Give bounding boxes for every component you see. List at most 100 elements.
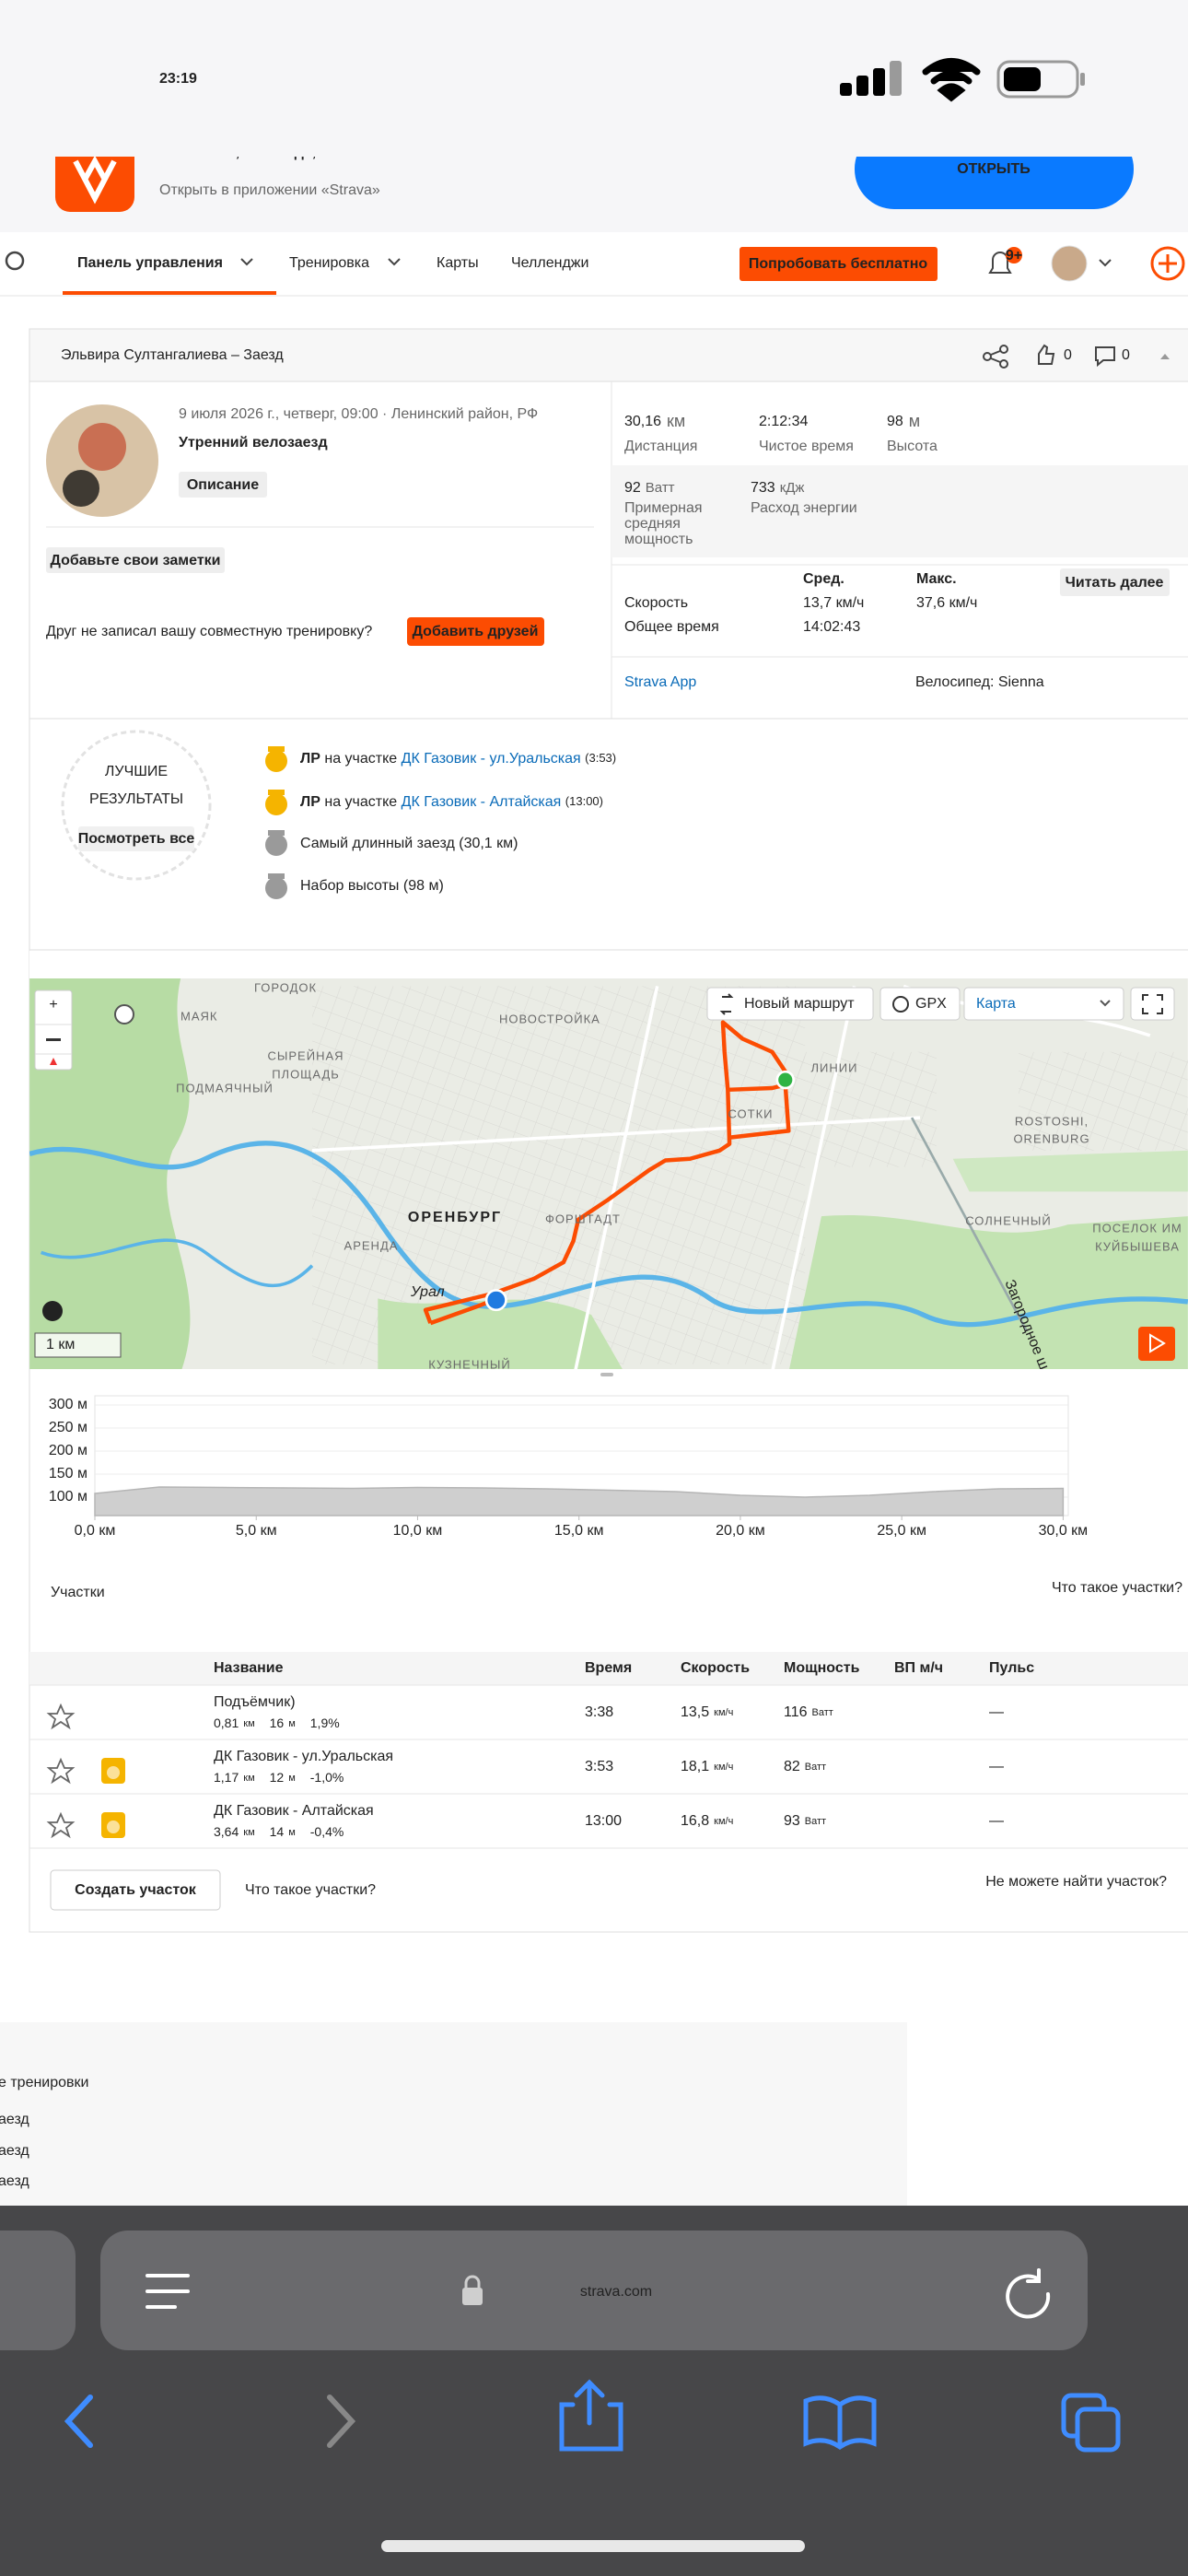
user-avatar[interactable]	[1051, 245, 1088, 282]
bookmarks-button[interactable]	[803, 2395, 877, 2451]
flyover-button[interactable]	[1138, 1327, 1175, 1361]
battery-icon	[996, 60, 1079, 99]
map-label: НОВОСТРОЙКА	[499, 1012, 600, 1025]
url[interactable]: strava.com	[580, 2284, 652, 2300]
map-label: СЫРЕЙНАЯ	[267, 1048, 344, 1062]
detail: 3,64	[214, 1824, 239, 1839]
search-icon[interactable]	[5, 251, 25, 271]
share-icon[interactable]	[983, 345, 1008, 369]
nav-item[interactable]: Тренировка	[289, 255, 369, 271]
map-label: ФОРШТАДТ	[545, 1212, 621, 1225]
stat-label: Высота	[887, 439, 938, 454]
reader-icon[interactable]	[146, 2274, 190, 2309]
device-link[interactable]: Strava App	[624, 674, 696, 690]
create-segment-label: Создать участок	[75, 1882, 197, 1898]
detail: 1,17	[214, 1770, 239, 1785]
star-button[interactable]	[46, 1811, 76, 1839]
find-segment-link[interactable]: Не можете найти участок?	[985, 1874, 1167, 1890]
segment-name[interactable]: Подъёмчик)	[214, 1694, 296, 1710]
row-label: Общее время	[624, 619, 719, 635]
text: на участке	[324, 751, 397, 767]
sidebar-item[interactable]: аезд	[0, 2143, 29, 2159]
zoom-in[interactable]: +	[49, 997, 57, 1013]
previous-tab[interactable]	[0, 2231, 76, 2350]
power-label: Примерная	[624, 500, 703, 516]
scale-label: 1 км	[46, 1337, 75, 1352]
nav-item[interactable]: Карты	[437, 255, 479, 271]
map[interactable]: ГОРОДОК МАЯК НОВОСТРОЙКА СЫРЕЙНАЯ ПЛОЩАД…	[29, 978, 1188, 1376]
comment-icon[interactable]	[1095, 346, 1115, 368]
collapse-icon[interactable]	[1160, 354, 1170, 359]
x-tick-label: 0,0 км	[75, 1523, 116, 1539]
see-all-button[interactable]	[78, 826, 194, 851]
unit: кДж	[780, 480, 805, 496]
detail: м	[288, 1773, 296, 1784]
upload-icon[interactable]	[1150, 246, 1185, 281]
achievement: ЛР на участке ДК Газовик - Алтайская (13…	[300, 794, 603, 810]
x-tick-label: 30,0 км	[1039, 1523, 1089, 1539]
map-label: ROSTOSHI,	[1015, 1114, 1089, 1128]
segment-time: 3:38	[585, 1704, 613, 1720]
sidebar-item[interactable]: аезд	[0, 2112, 29, 2127]
star-button[interactable]	[46, 1703, 76, 1730]
forward-button[interactable]	[327, 2395, 356, 2448]
share-button[interactable]	[559, 2379, 623, 2452]
segment-pulse: —	[989, 1759, 1004, 1774]
read-more-label: Читать далее	[1066, 575, 1164, 591]
detail: м	[288, 1827, 296, 1838]
value: 92	[624, 480, 641, 496]
new-route-label: Новый маршрут	[744, 996, 855, 1012]
chevron	[1100, 1000, 1111, 1007]
column-header: Название	[214, 1660, 284, 1676]
fullscreen-button[interactable]	[1130, 987, 1175, 1021]
street-view-icon[interactable]	[114, 1004, 134, 1025]
chevron	[1099, 259, 1112, 267]
nav-item[interactable]: Челленджи	[511, 255, 588, 271]
pr-icon	[265, 790, 287, 815]
segment-name[interactable]: ДК Газовик - ул.Уральская	[214, 1749, 393, 1764]
compass[interactable]	[50, 1058, 57, 1065]
back-button[interactable]	[64, 2395, 93, 2448]
resize-handle[interactable]	[600, 1373, 613, 1376]
segment-details: 3,64 км 14 м -0,4%	[214, 1824, 344, 1839]
new-route-button[interactable]	[706, 987, 874, 1021]
y-tick-label: 300 м	[49, 1397, 87, 1412]
segment-details: 1,17 км 12 м -1,0%	[214, 1770, 344, 1785]
unit: Ватт	[805, 1762, 826, 1773]
power-label: средняя	[624, 516, 681, 532]
kudos-icon[interactable]	[1038, 344, 1055, 365]
map-label: СОТКИ	[728, 1107, 773, 1120]
zoom-control[interactable]	[34, 989, 73, 1071]
energy-value: 733 кДж	[751, 480, 804, 496]
reload-icon[interactable]	[1006, 2268, 1051, 2319]
star-button[interactable]	[46, 1757, 76, 1785]
sidebar-item[interactable]: аезд	[0, 2173, 29, 2189]
lock-shackle	[464, 2275, 481, 2289]
city-label: ОРЕНБУРГ	[408, 1210, 502, 1225]
max-value: 37,6 км/ч	[916, 595, 977, 611]
description-button[interactable]	[179, 472, 267, 498]
segment-link[interactable]: ДК Газовик - ул.Уральская	[402, 751, 581, 767]
map-type-select[interactable]	[963, 987, 1124, 1021]
read-more-button[interactable]	[1060, 568, 1170, 596]
notes-button[interactable]	[46, 547, 225, 573]
segment-name[interactable]: ДК Газовик - Алтайская	[214, 1803, 374, 1819]
open-button-label: ОТКРЫТЬ	[957, 161, 1031, 177]
segments-help[interactable]: Что такое участки?	[1052, 1580, 1182, 1596]
signal-icon	[840, 61, 902, 96]
detail: (98 м)	[403, 878, 444, 894]
x-tick-label: 25,0 км	[877, 1523, 926, 1539]
info-button[interactable]	[42, 1301, 63, 1321]
x-tick-label: 5,0 км	[236, 1523, 277, 1539]
nav-item[interactable]: Панель управления	[77, 255, 223, 271]
segments-help-link[interactable]: Что такое участки?	[245, 1882, 376, 1898]
create-segment-button[interactable]	[50, 1869, 221, 1911]
add-friends-button[interactable]	[407, 617, 544, 646]
zoom-out[interactable]	[46, 1038, 61, 1041]
segment-link[interactable]: ДК Газовик - Алтайская	[402, 794, 562, 810]
address-bar[interactable]	[100, 2231, 1088, 2350]
detail: км	[243, 1718, 254, 1729]
trial-button[interactable]	[740, 247, 938, 281]
rank-icon	[265, 873, 287, 899]
notification-badge	[1006, 247, 1022, 263]
